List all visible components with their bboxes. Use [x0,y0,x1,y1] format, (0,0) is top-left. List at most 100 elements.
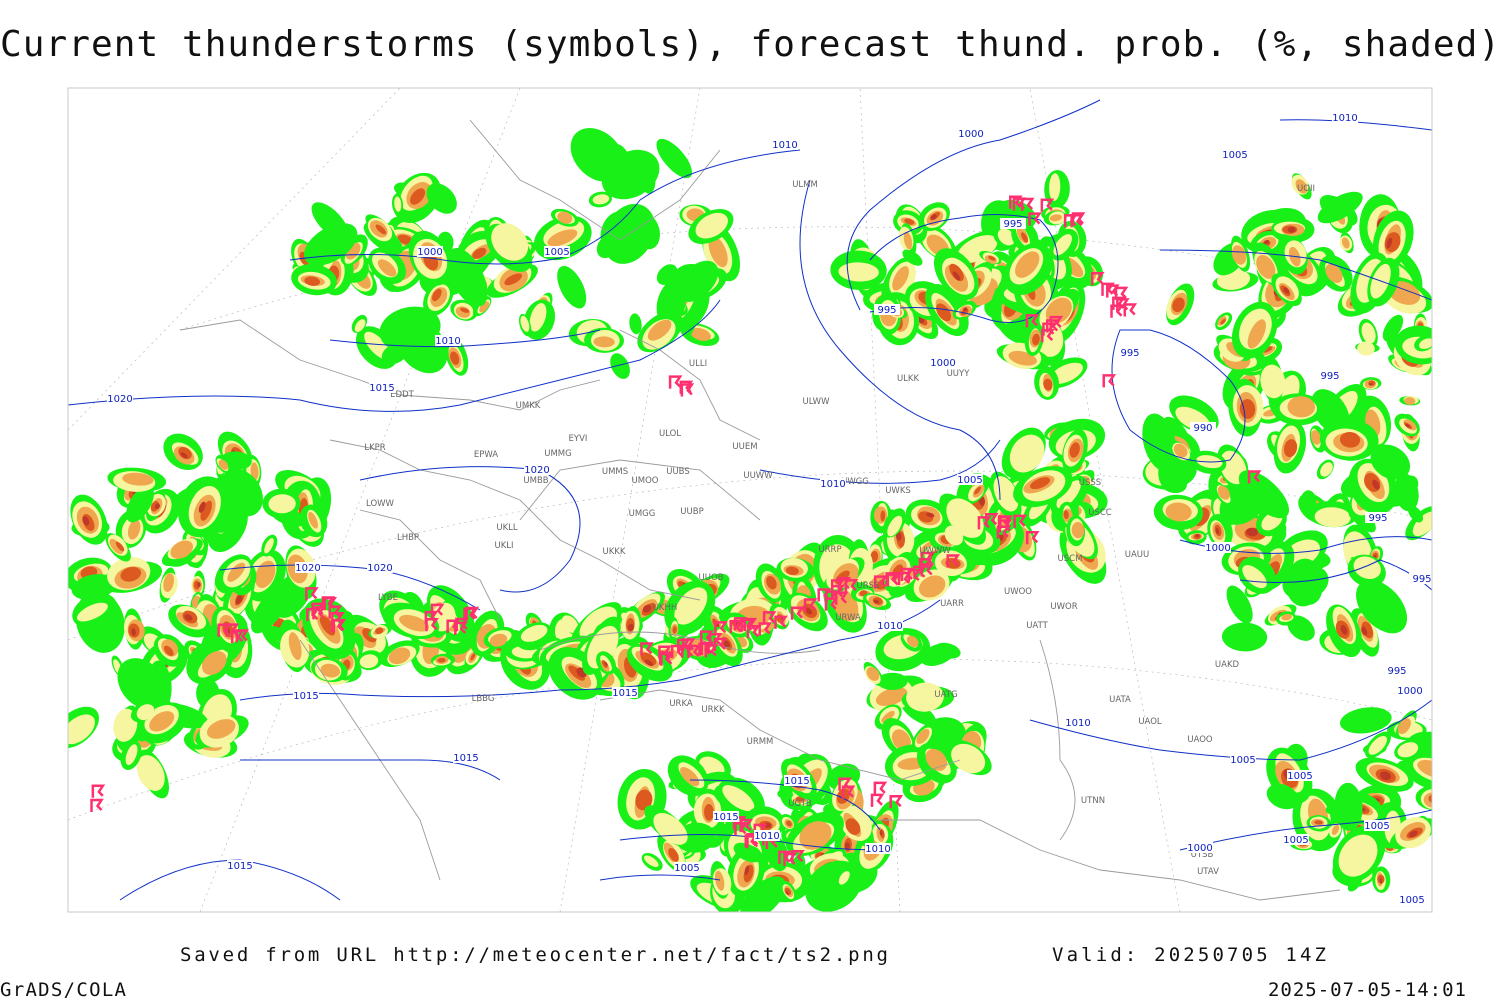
thunderstorm-symbol [918,558,933,572]
probability-area [1281,613,1292,621]
probability-area [1325,263,1343,283]
probability-area [644,855,659,868]
isobar-label-box [930,357,956,368]
probability-area [375,224,387,235]
station-label: UAUU [1125,550,1149,560]
thunderstorm-symbol [873,781,888,795]
isobar-label-box [524,464,550,475]
isobar [759,439,1001,484]
station-label: URKA [669,699,693,709]
probability-area [656,138,693,179]
isobar-label-box [957,474,983,485]
thunderstorm-symbol [920,563,935,577]
probability-area [381,343,408,365]
probability-area [653,812,688,845]
thunderstorm-symbols [90,195,1262,866]
probability-area [916,728,930,744]
probability-area [784,887,792,896]
thunderstorm-symbol [1040,198,1055,212]
isobar-label-box [1065,717,1091,728]
probability-area [1053,234,1072,256]
probability-area [1412,511,1432,537]
probability-area [1049,214,1062,222]
isobar-label: 990 [1193,423,1212,434]
coast [469,119,721,241]
probability-area [197,582,201,588]
thunderstorm-symbol [946,554,961,568]
probability-area [447,248,488,307]
probability-area [1368,383,1373,386]
probability-area [1314,820,1323,825]
thunderstorm-symbol [885,572,899,586]
probability-area [879,830,883,836]
probability-area [733,842,762,863]
probability-area [1382,314,1404,342]
probability-area [410,188,426,205]
probability-area [786,890,789,895]
isobar-label-box [612,687,638,698]
isobar-label-box [1365,512,1391,523]
station-label: UMBB [523,476,548,486]
isobar-label: 1010 [1065,718,1090,729]
station-label: UUEM [732,442,757,452]
isobar-label: 1000 [417,247,442,258]
isobar [689,779,881,831]
isobar-label: 1015 [227,861,252,872]
probability-area [1226,585,1253,624]
probability-area [1372,479,1380,490]
thunderstorm-symbol [1116,298,1130,312]
probability-area [704,803,714,821]
probability-area [902,249,923,266]
probability-area [76,602,108,622]
probability-area [690,327,711,341]
probability-area [682,313,696,337]
probability-area [877,672,908,691]
isobar-label: 995 [1412,574,1431,585]
probability-area [1397,742,1419,758]
probability-area [1172,297,1185,313]
probability-area [68,714,95,745]
probability-area [82,516,90,526]
thunderstorm-symbol [791,850,805,864]
thunderstorm-symbol [838,777,852,791]
thunderstorm-symbol [708,632,723,647]
thunderstorm-symbol [729,620,744,634]
probability-area [136,704,155,721]
thunderstorm-symbol [699,630,714,644]
probability-area [880,510,886,522]
probability-area [1221,622,1268,652]
probability-area [1310,430,1321,445]
thunderstorm-symbol [658,645,672,659]
probability-area [881,710,895,723]
probability-area [268,494,296,514]
isobar-label-box [1332,112,1358,123]
probability-area [1287,226,1296,233]
probability-area [1285,558,1323,607]
isobar [239,599,941,701]
thunderstorm-symbol [774,615,788,629]
station-label: UWGG [841,477,869,487]
station-label: UMOO [632,476,659,486]
thunderstorm-symbol [790,606,805,620]
thunderstorm-symbol [758,622,773,636]
station-label: UOII [1297,184,1315,194]
isobar-label-box [107,393,133,404]
probability-area [1283,439,1298,458]
probability-area [1314,507,1351,528]
probability-area [125,744,138,766]
thunderstorm-symbol [746,625,761,639]
probability-area [1215,527,1220,535]
probability-area [1423,792,1432,808]
station-label: UKLL [496,523,518,533]
isobar-label: 1000 [930,358,955,369]
isobar-label: 1010 [877,621,902,632]
probability-area [450,351,460,365]
thunderstorm-symbol [1041,328,1055,343]
probability-area [925,748,948,771]
probability-area [930,214,937,220]
thunderstorm-symbol [841,785,856,799]
probability-area [201,651,227,675]
thunderstorm-symbol [700,641,715,656]
probability-area [1056,480,1081,509]
thunderstorm-symbol [920,551,935,566]
